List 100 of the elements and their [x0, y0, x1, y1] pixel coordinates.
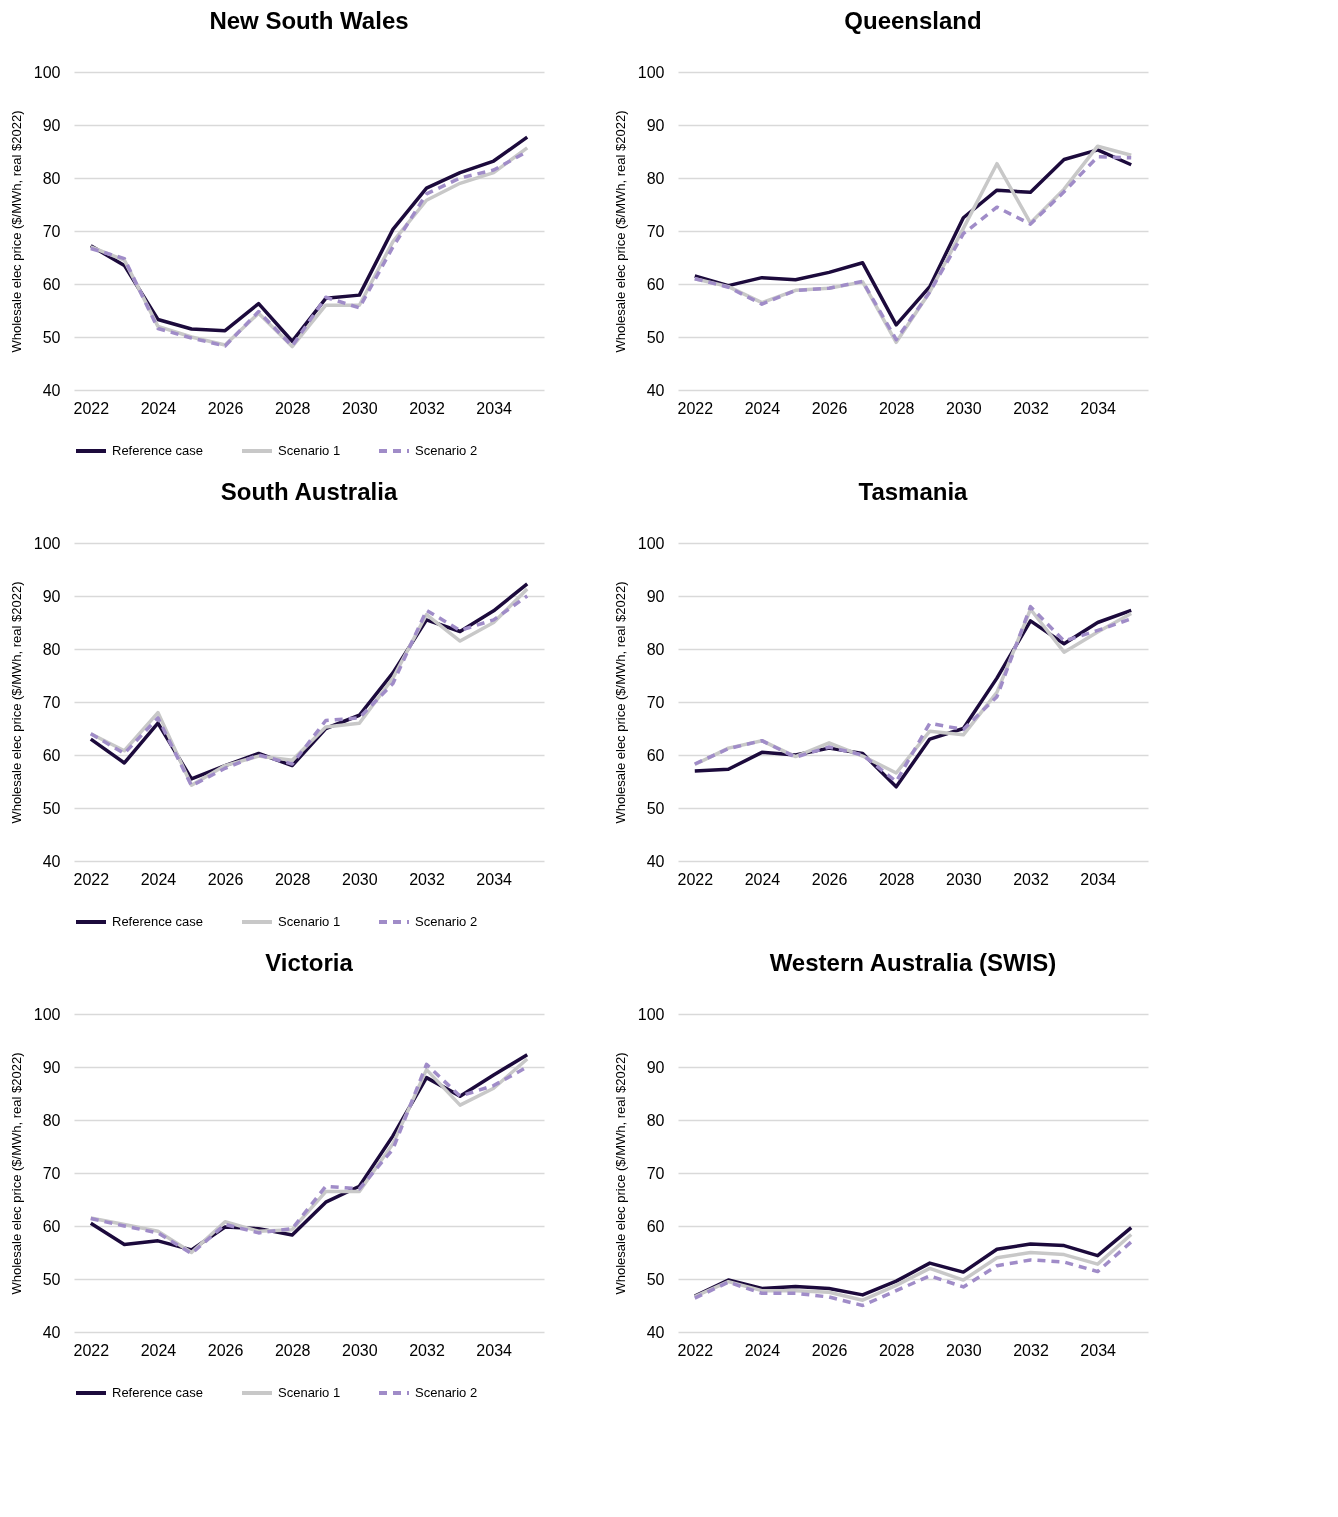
x-tick-label: 2030: [342, 870, 378, 888]
y-tick-label: 50: [42, 1270, 61, 1288]
x-tick-label: 2034: [476, 399, 513, 417]
y-tick-label: 90: [42, 587, 61, 605]
y-axis-title: Wholesale elec price ($/MWh, real $2022): [8, 581, 24, 824]
y-tick-label: 100: [637, 1005, 665, 1023]
legend-label: Scenario 2: [415, 1385, 478, 1400]
x-tick-label: 2026: [207, 1341, 244, 1359]
legend-label: Scenario 1: [278, 443, 341, 458]
x-tick-label: 2026: [207, 870, 244, 888]
y-tick-label: 90: [646, 587, 665, 605]
y-tick-label: 70: [42, 222, 61, 240]
y-tick-label: 80: [42, 169, 61, 187]
chart-title: Tasmania: [858, 478, 969, 505]
y-tick-label: 70: [646, 693, 665, 711]
x-tick-label: 2032: [409, 399, 445, 417]
x-tick-label: 2026: [207, 399, 244, 417]
x-tick-label: 2030: [946, 1341, 982, 1359]
legend-label: Scenario 1: [278, 1385, 341, 1400]
legend-label: Scenario 2: [415, 914, 478, 929]
x-tick-label: 2032: [409, 870, 445, 888]
y-tick-label: 50: [646, 799, 665, 817]
x-tick-label: 2024: [140, 870, 177, 888]
y-tick-label: 60: [646, 746, 665, 764]
x-tick-label: 2026: [811, 870, 848, 888]
x-tick-label: 2024: [140, 399, 177, 417]
chart-title: Victoria: [265, 949, 354, 976]
x-tick-label: 2024: [744, 1341, 781, 1359]
y-tick-label: 40: [42, 381, 61, 399]
x-tick-label: 2022: [73, 1341, 110, 1359]
y-tick-label: 100: [33, 1005, 61, 1023]
y-tick-label: 70: [42, 1164, 61, 1182]
chart-title: New South Wales: [209, 7, 409, 34]
y-tick-label: 50: [646, 1270, 665, 1288]
y-tick-label: 50: [42, 799, 61, 817]
x-tick-label: 2024: [744, 399, 781, 417]
chart-title: South Australia: [220, 478, 398, 505]
y-tick-label: 40: [646, 1323, 665, 1341]
x-tick-label: 2022: [73, 870, 110, 888]
x-tick-label: 2022: [73, 399, 110, 417]
chart-title: Queensland: [844, 7, 982, 34]
x-tick-label: 2034: [476, 1341, 513, 1359]
chart-title: Western Australia (SWIS): [769, 949, 1057, 976]
x-tick-label: 2028: [878, 399, 915, 417]
y-tick-label: 50: [42, 328, 61, 346]
y-tick-label: 70: [646, 222, 665, 240]
legend-label: Reference case: [112, 914, 204, 929]
y-tick-label: 90: [42, 116, 61, 134]
x-tick-label: 2034: [476, 870, 513, 888]
y-tick-label: 90: [42, 1058, 61, 1076]
y-tick-label: 100: [637, 534, 665, 552]
y-tick-label: 60: [42, 275, 61, 293]
y-tick-label: 60: [646, 1217, 665, 1235]
x-tick-label: 2032: [1013, 399, 1049, 417]
x-tick-label: 2030: [946, 870, 982, 888]
y-axis-title: Wholesale elec price ($/MWh, real $2022): [612, 110, 628, 353]
x-tick-label: 2032: [409, 1341, 445, 1359]
y-axis-title: Wholesale elec price ($/MWh, real $2022): [8, 1052, 24, 1295]
legend-label: Reference case: [112, 443, 204, 458]
x-tick-label: 2024: [140, 1341, 177, 1359]
x-tick-label: 2032: [1013, 870, 1049, 888]
y-tick-label: 50: [646, 328, 665, 346]
x-tick-label: 2034: [1080, 1341, 1117, 1359]
y-tick-label: 80: [646, 640, 665, 658]
legend-label: Scenario 2: [415, 443, 478, 458]
x-tick-label: 2022: [677, 399, 714, 417]
y-tick-label: 80: [42, 1111, 61, 1129]
y-tick-label: 40: [42, 852, 61, 870]
x-tick-label: 2028: [274, 399, 311, 417]
y-axis-title: Wholesale elec price ($/MWh, real $2022): [612, 581, 628, 824]
legend-label: Scenario 1: [278, 914, 341, 929]
y-tick-label: 70: [646, 1164, 665, 1182]
y-axis-title: Wholesale elec price ($/MWh, real $2022): [8, 110, 24, 353]
y-tick-label: 40: [646, 381, 665, 399]
x-tick-label: 2022: [677, 870, 714, 888]
y-tick-label: 80: [646, 169, 665, 187]
y-tick-label: 90: [646, 1058, 665, 1076]
x-tick-label: 2028: [274, 870, 311, 888]
x-tick-label: 2026: [811, 1341, 848, 1359]
x-tick-label: 2024: [744, 870, 781, 888]
x-tick-label: 2028: [878, 870, 915, 888]
y-tick-label: 60: [42, 746, 61, 764]
x-tick-label: 2030: [342, 1341, 378, 1359]
y-tick-label: 100: [33, 63, 61, 81]
y-axis-title: Wholesale elec price ($/MWh, real $2022): [612, 1052, 628, 1295]
x-tick-label: 2028: [274, 1341, 311, 1359]
y-tick-label: 90: [646, 116, 665, 134]
y-tick-label: 40: [42, 1323, 61, 1341]
y-tick-label: 100: [33, 534, 61, 552]
x-tick-label: 2034: [1080, 399, 1117, 417]
y-tick-label: 70: [42, 693, 61, 711]
y-tick-label: 40: [646, 852, 665, 870]
y-tick-label: 80: [42, 640, 61, 658]
line-series: [693, 1240, 1133, 1308]
x-tick-label: 2034: [1080, 870, 1117, 888]
y-tick-label: 60: [42, 1217, 61, 1235]
y-tick-label: 80: [646, 1111, 665, 1129]
x-tick-label: 2030: [342, 399, 378, 417]
legend-label: Reference case: [112, 1385, 204, 1400]
x-tick-label: 2026: [811, 399, 848, 417]
